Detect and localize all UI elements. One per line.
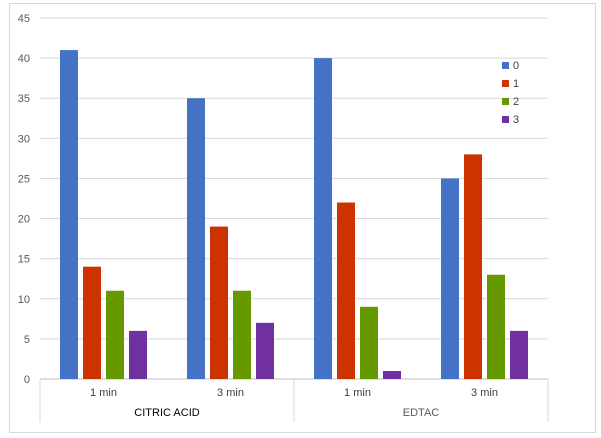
bars bbox=[60, 50, 528, 379]
category-label: 3 min bbox=[217, 387, 244, 399]
gridlines bbox=[40, 17, 548, 340]
bar-series-3-1 bbox=[129, 330, 147, 379]
legend-label: 3 bbox=[513, 114, 519, 126]
y-tick-label: 40 bbox=[18, 53, 30, 65]
y-tick-label: 20 bbox=[18, 214, 30, 226]
legend-swatch-2 bbox=[502, 98, 509, 105]
bar-series-1-1 bbox=[83, 266, 101, 379]
legend-label: 0 bbox=[513, 60, 519, 72]
bar-series-0-4 bbox=[441, 178, 459, 379]
bar-series-3-2 bbox=[256, 322, 274, 379]
bar-series-0-2 bbox=[187, 98, 205, 379]
legend-label: 1 bbox=[513, 78, 519, 90]
y-tick-label: 5 bbox=[24, 334, 30, 346]
y-tick-label: 30 bbox=[18, 133, 30, 145]
y-tick-label: 0 bbox=[24, 374, 30, 386]
bar-series-2-1 bbox=[106, 290, 124, 379]
axis-labels: 0 5 10 15 20 25 30 35 40 45 1 min 3 min 1 min 3 min CI… bbox=[18, 13, 498, 419]
bar-series-2-4 bbox=[487, 274, 505, 379]
y-tick-label: 15 bbox=[18, 254, 30, 266]
bar-series-0-1 bbox=[60, 50, 78, 379]
y-tick-label: 35 bbox=[18, 93, 30, 105]
bar-series-3-3 bbox=[383, 370, 401, 379]
bar-series-1-3 bbox=[337, 202, 355, 379]
group-label: CITRIC ACID bbox=[134, 407, 199, 419]
category-label: 1 min bbox=[90, 387, 117, 399]
category-label: 1 min bbox=[344, 387, 371, 399]
axes bbox=[39, 378, 549, 422]
bar-series-2-3 bbox=[360, 306, 378, 379]
bar-series-3-4 bbox=[510, 330, 528, 379]
legend-swatch-1 bbox=[502, 80, 509, 87]
bar-series-0-3 bbox=[314, 58, 332, 379]
bar-series-1-4 bbox=[464, 154, 482, 379]
category-label: 3 min bbox=[471, 387, 498, 399]
legend-swatch-0 bbox=[502, 62, 509, 69]
bar-series-2-2 bbox=[233, 290, 251, 379]
legend-label: 2 bbox=[513, 96, 519, 108]
y-tick-label: 25 bbox=[18, 173, 30, 185]
legend-swatch-3 bbox=[502, 116, 509, 123]
y-tick-label: 45 bbox=[18, 13, 30, 25]
legend: 0 1 2 3 bbox=[502, 60, 519, 126]
group-label: EDTAC bbox=[403, 407, 440, 419]
y-tick-label: 10 bbox=[18, 294, 30, 306]
bar-series-1-2 bbox=[210, 226, 228, 379]
